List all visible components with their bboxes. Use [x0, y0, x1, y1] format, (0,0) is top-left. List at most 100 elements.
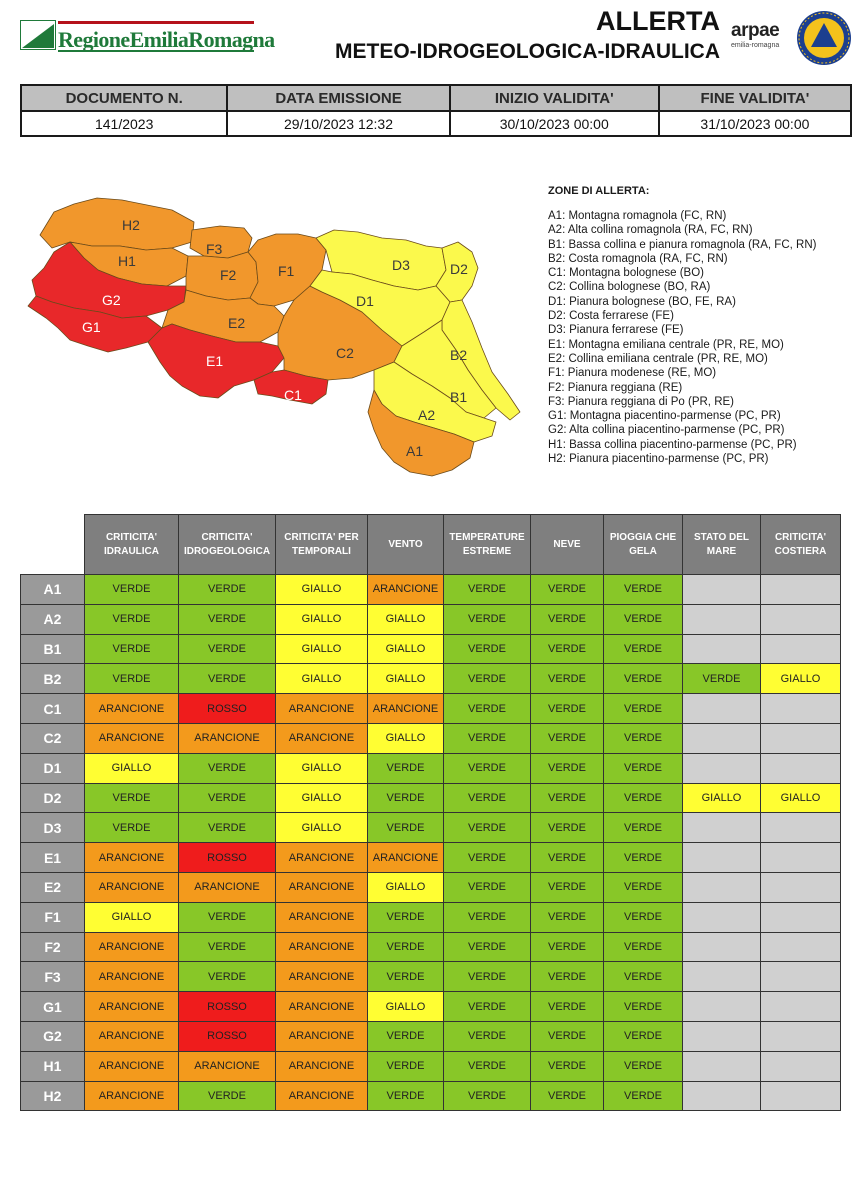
alert-level-cell: VERDE [367, 782, 444, 814]
regione-emilia-romagna-logo: RegioneEmiliaRomagna [20, 18, 275, 54]
col-header-line: MARE [706, 545, 737, 557]
col-header-line: STATO DEL [694, 531, 749, 543]
alert-level-cell [682, 693, 761, 724]
alert-level-cell: ARANCIONE [84, 871, 179, 903]
alert-level-cell: GIALLO [367, 603, 444, 635]
zone-code-cell: A1 [20, 574, 85, 605]
table-row: G2 ARANCIONE ROSSO ARANCIONE VERDE VERDE VERDE… [20, 1020, 841, 1052]
table-row: F1 GIALLO VERDE ARANCIONE VERDE VERDE VERDE VER… [20, 901, 841, 933]
alert-level-cell: VERDE [530, 931, 604, 963]
map-label-d1: D1 [356, 293, 374, 309]
table-row: F3 ARANCIONE VERDE ARANCIONE VERDE VERDE VERDE… [20, 961, 841, 993]
alert-level-cell: GIALLO [275, 574, 368, 605]
alert-level-cell: VERDE [530, 901, 604, 933]
alert-level-cell [760, 1050, 841, 1082]
alert-level-cell: ARANCIONE [84, 1050, 179, 1082]
alert-level-cell [760, 871, 841, 903]
alert-level-cell: VERDE [84, 782, 179, 814]
alert-level-cell: VERDE [530, 812, 604, 844]
info-value-inizio-validita: 30/10/2023 00:00 [448, 110, 660, 137]
legend-item: C2: Collina bolognese (BO, RA) [548, 281, 711, 294]
protezione-civile-logo-icon [797, 11, 851, 65]
legend-item: C1: Montagna bolognese (BO) [548, 267, 704, 280]
info-value-data-emissione: 29/10/2023 12:32 [226, 110, 451, 137]
alert-level-cell: VERDE [443, 1020, 531, 1052]
alert-level-cell: ARANCIONE [84, 842, 179, 873]
col-header-line: PIOGGIA CHE [609, 531, 677, 543]
map-label-e1: E1 [206, 353, 223, 369]
alert-level-cell: VERDE [178, 603, 276, 635]
map-label-e2: E2 [228, 315, 245, 331]
alert-level-cell: VERDE [443, 961, 531, 993]
alert-zones-map: H2 H1 G2 G1 F3 F2 F1 E2 E1 C2 C1 D3 D2 D… [27, 197, 521, 477]
alert-level-cell: VERDE [178, 961, 276, 993]
alert-level-cell [682, 1080, 761, 1112]
map-label-c1: C1 [284, 387, 302, 403]
zone-code-cell: D2 [20, 782, 85, 814]
legend-item: D3: Pianura ferrarese (FE) [548, 324, 684, 337]
table-row: H2 ARANCIONE VERDE ARANCIONE VERDE VERDE VERDE… [20, 1080, 841, 1112]
map-zone-labels: H2 H1 G2 G1 F3 F2 F1 E2 E1 C2 C1 D3 D2 D… [82, 217, 468, 459]
col-header-criticita-temporali: CRITICITA' PER TEMPORALI [275, 514, 368, 575]
table-row: A2 VERDE VERDE GIALLO GIALLO VERDE VERDE VERDE [20, 603, 841, 635]
alert-level-cell: VERDE [443, 574, 531, 605]
alert-level-cell: ARANCIONE [367, 842, 444, 873]
info-header-fine-validita: FINE VALIDITA' [657, 84, 853, 112]
alert-level-cell [760, 1020, 841, 1052]
info-value-fine-validita: 31/10/2023 00:00 [657, 110, 853, 137]
map-label-h1: H1 [118, 253, 136, 269]
alert-level-cell: VERDE [178, 782, 276, 814]
alert-level-cell: VERDE [443, 693, 531, 724]
alert-level-cell: GIALLO [275, 812, 368, 844]
col-header-line: GELA [629, 545, 657, 557]
zone-code-cell: G2 [20, 1020, 85, 1052]
legend-item: H1: Bassa collina piacentino-parmense (P… [548, 438, 797, 451]
table-row: C2 ARANCIONE ARANCIONE ARANCIONE GIALLO VERDE… [20, 722, 841, 754]
alert-level-cell: GIALLO [367, 871, 444, 903]
alert-level-cell: VERDE [603, 663, 683, 695]
alert-level-cell [760, 603, 841, 635]
alert-level-cell: ARANCIONE [84, 961, 179, 993]
alert-level-cell: VERDE [530, 722, 604, 754]
map-label-g1: G1 [82, 319, 101, 335]
zone-code-cell: C2 [20, 722, 85, 754]
alert-level-cell: ARANCIONE [275, 1050, 368, 1082]
map-label-b1: B1 [450, 389, 467, 405]
alert-level-cell: VERDE [84, 603, 179, 635]
alert-level-cell: ARANCIONE [84, 1020, 179, 1052]
alert-level-cell: ARANCIONE [367, 574, 444, 605]
legend-item: D1: Pianura bolognese (BO, FE, RA) [548, 295, 736, 308]
document-title: ALLERTA [596, 6, 720, 36]
alert-level-cell: VERDE [443, 1050, 531, 1082]
alert-level-cell [682, 812, 761, 844]
alert-level-cell: VERDE [178, 752, 276, 784]
alert-level-cell: VERDE [443, 663, 531, 695]
alert-level-cell [682, 842, 761, 873]
alert-level-cell: VERDE [178, 931, 276, 963]
legend-item: A2: Alta collina romagnola (RA, FC, RN) [548, 224, 753, 237]
alert-level-cell: GIALLO [367, 722, 444, 754]
alert-level-cell: ARANCIONE [84, 722, 179, 754]
legend-item: D2: Costa ferrarese (FE) [548, 310, 674, 323]
map-label-g2: G2 [102, 292, 121, 308]
alert-level-cell: VERDE [603, 961, 683, 993]
alert-level-cell: GIALLO [275, 633, 368, 665]
alert-level-cell: ROSSO [178, 991, 276, 1022]
alert-level-cell: GIALLO [275, 752, 368, 784]
alert-level-cell: ARANCIONE [275, 991, 368, 1022]
regione-flag-icon [20, 20, 56, 50]
table-row: E1 ARANCIONE ROSSO ARANCIONE ARANCIONE VERDE V… [20, 842, 841, 873]
alert-level-cell: VERDE [530, 1080, 604, 1112]
zone-d2-area [435, 241, 479, 303]
alert-level-cell: GIALLO [760, 663, 841, 695]
map-label-d2: D2 [450, 261, 468, 277]
legend-item: B1: Bassa collina e pianura romagnola (R… [548, 238, 817, 251]
table-row: B2 VERDE VERDE GIALLO GIALLO VERDE VERDE VERDE V… [20, 663, 841, 695]
alert-level-cell: VERDE [443, 782, 531, 814]
alert-level-cell: VERDE [530, 1050, 604, 1082]
col-header-criticita-costiera: CRITICITA' COSTIERA [760, 514, 841, 575]
alert-level-cell: ROSSO [178, 842, 276, 873]
col-header-line: NEVE [553, 538, 581, 550]
alert-level-cell: VERDE [443, 722, 531, 754]
alert-level-cell: GIALLO [682, 782, 761, 814]
